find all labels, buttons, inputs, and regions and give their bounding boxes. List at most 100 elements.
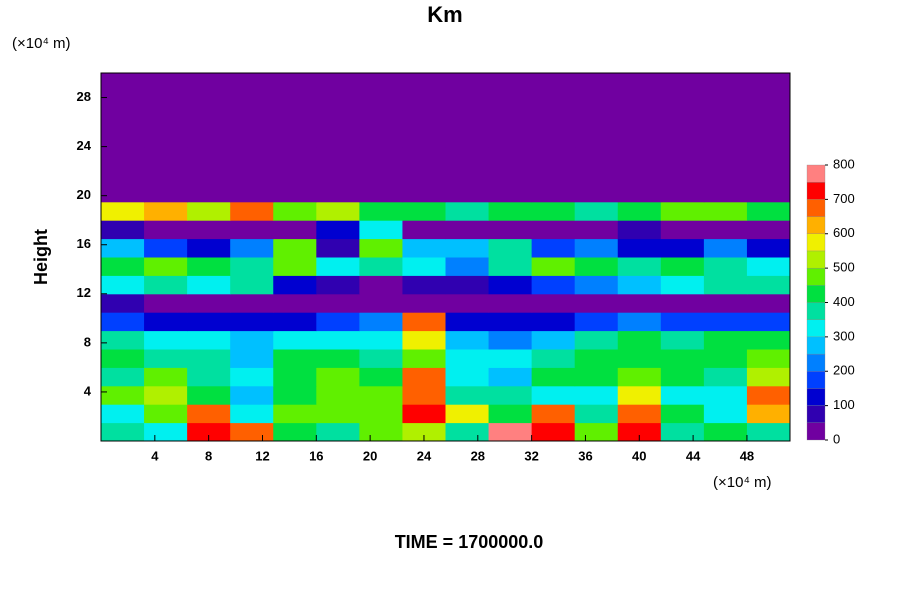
heat-cell	[144, 385, 188, 405]
heat-cell	[660, 293, 705, 313]
heat-cell	[101, 257, 145, 276]
heat-cell	[531, 275, 576, 295]
heat-cell	[144, 312, 188, 332]
heat-cell	[617, 128, 662, 148]
heat-cell	[359, 312, 403, 332]
heat-cell	[230, 73, 274, 92]
heat-cell	[144, 165, 188, 184]
heat-cell	[531, 165, 576, 184]
heat-cell	[445, 293, 490, 313]
chart-title: Km	[427, 2, 462, 27]
heat-cell	[316, 257, 360, 276]
heat-cell	[230, 165, 274, 184]
heat-cell	[531, 385, 576, 405]
heat-cell	[488, 330, 533, 350]
heat-cell	[359, 146, 403, 166]
heat-cell	[488, 257, 533, 276]
heat-cell	[144, 201, 188, 221]
heat-cell	[316, 146, 360, 166]
heat-cell	[703, 385, 748, 405]
heat-cell	[101, 91, 145, 111]
heat-cell	[273, 422, 317, 442]
heat-cell	[316, 183, 360, 203]
colorbar-band	[806, 405, 826, 423]
heat-cell	[101, 183, 145, 203]
heat-cell	[144, 238, 188, 258]
heat-cell	[531, 330, 576, 350]
heat-cell	[488, 91, 533, 111]
heat-cell	[574, 385, 619, 405]
heat-cell	[101, 385, 145, 405]
heat-cell	[574, 220, 619, 240]
heat-cell	[187, 257, 231, 276]
heat-cell	[531, 312, 576, 332]
heat-cell	[402, 183, 446, 203]
heat-cell	[746, 201, 791, 221]
heat-cell	[316, 367, 360, 387]
heat-cell	[617, 220, 662, 240]
heat-cell	[617, 257, 662, 276]
heat-cell	[746, 73, 791, 92]
heat-cell	[703, 367, 748, 387]
x-tick-label: 36	[578, 448, 592, 463]
heat-cell	[230, 257, 274, 276]
heat-cell	[746, 367, 791, 387]
heat-cell	[402, 422, 446, 442]
colorbar-band	[806, 302, 826, 320]
heat-cell	[445, 422, 490, 442]
x-tick-label: 24	[417, 448, 432, 463]
x-tick-label: 40	[632, 448, 646, 463]
heat-cell	[445, 183, 490, 203]
heat-cell	[316, 128, 360, 148]
colorbar-band	[806, 422, 826, 441]
heat-cell	[402, 146, 446, 166]
heat-cell	[402, 312, 446, 332]
heat-cell	[187, 404, 231, 424]
heat-cell	[316, 330, 360, 350]
colorbar-tick-label: 0	[833, 431, 840, 446]
heat-cell	[660, 165, 705, 184]
x-tick-label: 4	[151, 448, 159, 463]
heat-cell	[531, 183, 576, 203]
colorbar-band	[806, 371, 826, 389]
heat-cell	[230, 201, 274, 221]
heat-cell	[230, 91, 274, 111]
colorbar-band	[806, 353, 826, 372]
heat-cell	[101, 330, 145, 350]
heat-cell	[746, 330, 791, 350]
x-tick-label: 48	[740, 448, 754, 463]
heat-cell	[273, 367, 317, 387]
heat-cell	[574, 109, 619, 129]
heat-cell	[488, 385, 533, 405]
heat-cell	[187, 201, 231, 221]
heat-cell	[488, 201, 533, 221]
heat-cell	[445, 91, 490, 111]
heat-cell	[359, 257, 403, 276]
heat-cell	[359, 367, 403, 387]
heat-cell	[359, 220, 403, 240]
heat-cell	[445, 201, 490, 221]
heat-cell	[402, 201, 446, 221]
heat-cell	[230, 109, 274, 129]
heat-cell	[445, 367, 490, 387]
heat-cell	[187, 128, 231, 148]
heat-cell	[445, 257, 490, 276]
heat-cell	[617, 165, 662, 184]
heat-cell	[660, 330, 705, 350]
heat-cell	[187, 165, 231, 184]
heat-cell	[359, 73, 403, 92]
y-tick-label: 20	[77, 187, 91, 202]
heat-cell	[316, 293, 360, 313]
heat-cell	[101, 404, 145, 424]
heat-cell	[531, 404, 576, 424]
heat-cell	[703, 312, 748, 332]
heat-cell	[746, 257, 791, 276]
heat-cell	[230, 404, 274, 424]
heat-cell	[273, 293, 317, 313]
heat-cell	[316, 275, 360, 295]
heat-cell	[273, 73, 317, 92]
heat-cell	[703, 183, 748, 203]
heat-cell	[230, 422, 274, 442]
heat-cell	[359, 330, 403, 350]
x-tick-label: 28	[471, 448, 485, 463]
